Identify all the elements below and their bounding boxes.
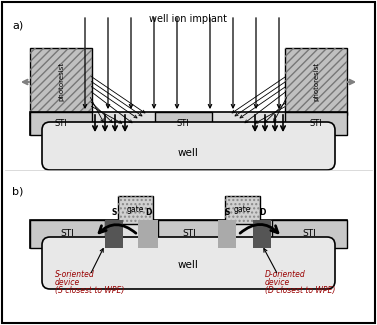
Text: D: D bbox=[145, 208, 151, 217]
Text: STI: STI bbox=[60, 229, 74, 239]
Bar bbox=[285, 48, 347, 115]
Bar bbox=[225, 196, 260, 224]
Bar bbox=[155, 112, 212, 135]
Text: STI: STI bbox=[55, 119, 67, 128]
Bar bbox=[30, 220, 347, 248]
Bar bbox=[118, 196, 153, 224]
Bar bbox=[253, 220, 271, 248]
Bar bbox=[218, 220, 236, 248]
Bar bbox=[105, 220, 123, 248]
Text: well: well bbox=[178, 148, 198, 158]
Text: device: device bbox=[55, 278, 80, 287]
Text: STI: STI bbox=[310, 119, 322, 128]
Text: a): a) bbox=[12, 20, 23, 30]
Text: STI: STI bbox=[302, 229, 316, 239]
FancyBboxPatch shape bbox=[42, 237, 335, 289]
Text: D: D bbox=[259, 208, 265, 217]
Bar bbox=[285, 48, 347, 115]
Bar bbox=[138, 220, 158, 248]
Bar bbox=[30, 112, 92, 135]
Bar bbox=[225, 196, 260, 224]
Text: (S closest to WPE): (S closest to WPE) bbox=[55, 286, 124, 295]
Text: gate: gate bbox=[127, 205, 144, 214]
Bar bbox=[285, 112, 347, 135]
Text: STI: STI bbox=[177, 119, 189, 128]
Bar bbox=[30, 48, 92, 115]
Text: device: device bbox=[265, 278, 290, 287]
Bar bbox=[272, 220, 347, 248]
Bar bbox=[30, 48, 92, 115]
Bar bbox=[158, 220, 220, 248]
Bar bbox=[30, 220, 105, 248]
Text: S: S bbox=[224, 208, 230, 217]
Bar bbox=[118, 196, 153, 224]
Bar bbox=[30, 112, 347, 135]
Text: well: well bbox=[178, 260, 198, 270]
Text: S: S bbox=[111, 208, 117, 217]
Text: (D closest to WPE): (D closest to WPE) bbox=[265, 286, 336, 295]
Text: D-oriented: D-oriented bbox=[265, 270, 306, 279]
Text: well ion implant: well ion implant bbox=[149, 14, 227, 24]
FancyBboxPatch shape bbox=[42, 122, 335, 170]
Text: S-oriented: S-oriented bbox=[55, 270, 95, 279]
Text: STI: STI bbox=[182, 229, 196, 239]
Text: photoresist: photoresist bbox=[58, 62, 64, 101]
Text: b): b) bbox=[12, 186, 23, 196]
Text: photoresist: photoresist bbox=[313, 62, 319, 101]
Text: gate: gate bbox=[234, 205, 251, 214]
